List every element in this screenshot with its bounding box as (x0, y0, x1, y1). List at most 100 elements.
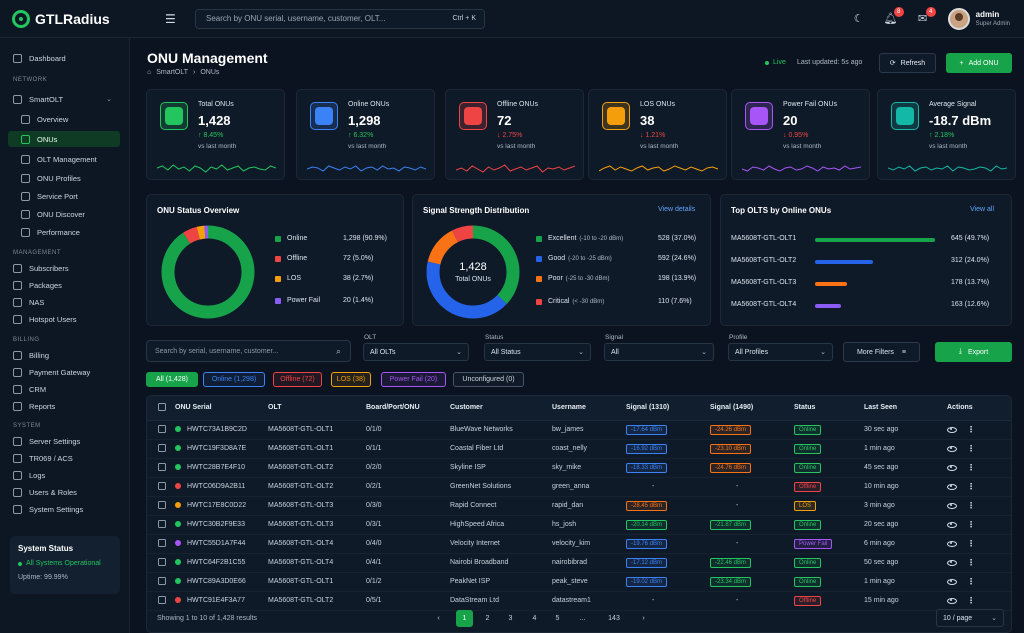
olt-row[interactable]: MA5608T-GTL-OLT4 163 (12.6%) (731, 301, 989, 313)
more-actions-icon[interactable]: ⋮ (967, 520, 975, 529)
olt-row[interactable]: MA5608T-GTL-OLT1 645 (49.7%) (731, 235, 989, 247)
column-header[interactable]: Signal (1490) (710, 396, 794, 421)
view-icon[interactable] (947, 427, 957, 434)
view-icon[interactable] (947, 598, 957, 605)
filter-chip[interactable]: Unconfigured (0) (453, 372, 524, 387)
stat-card[interactable]: Online ONUs 1,298 ↑ 6.32% vs last month (296, 89, 435, 180)
table-row[interactable]: HWTC73A1B9C2D MA5608T-GTL-OLT1 0/1/0 BlueWa… (147, 420, 1011, 440)
bell-icon[interactable]: 🔔︎ 8 (884, 6, 904, 26)
home-icon[interactable]: ⌂ (147, 69, 152, 76)
status-filter-select[interactable]: All Status ⌄ (484, 343, 591, 361)
page-button[interactable]: 5 (555, 615, 560, 622)
prev-page-button[interactable]: ‹ (437, 615, 440, 622)
sidebar-item-dashboard[interactable]: Dashboard (8, 50, 120, 66)
table-row[interactable]: HWTC17E8C0D22 MA5608T-GTL-OLT3 0/3/0 Rapid … (147, 496, 1011, 516)
page-button[interactable]: 1 (456, 610, 473, 627)
row-checkbox[interactable] (158, 462, 166, 471)
onu-serial[interactable]: HWTC73A1B9C2D (187, 426, 247, 433)
sidebar-item-nas[interactable]: NAS (8, 294, 120, 310)
sidebar-item-users-roles[interactable]: Users & Roles (8, 484, 120, 500)
mail-icon[interactable]: ✉ 4 (916, 6, 936, 26)
user-menu[interactable]: admin Super Admin (947, 7, 1010, 30)
sidebar-item-tr069[interactable]: TR069 / ACS (8, 450, 120, 466)
filter-search-input[interactable]: Search by serial, username, customer... ⌕ (146, 340, 351, 362)
page-button[interactable]: 3 (508, 615, 513, 622)
onu-serial[interactable]: HWTC19F3D8A7E (187, 445, 247, 452)
table-row[interactable]: HWTC30B2F9E33 MA5608T-GTL-OLT3 0/3/1 HighSp… (147, 515, 1011, 535)
page-button[interactable]: ... (579, 615, 586, 622)
sidebar-item-system-settings[interactable]: System Settings (8, 501, 120, 517)
olt-row[interactable]: MA5608T-GTL-OLT2 312 (24.0%) (731, 257, 989, 269)
view-details-link[interactable]: View details (658, 206, 696, 213)
breadcrumb-item[interactable]: SmartOLT (156, 69, 188, 76)
refresh-button[interactable]: ⟳ Refresh (879, 53, 936, 73)
stat-card[interactable]: Offline ONUs 72 ↓ 2.75% vs last month (445, 89, 584, 180)
onu-serial[interactable]: HWTC06D9A2B11 (187, 483, 246, 490)
onu-serial[interactable]: HWTC30B2F9E33 (187, 521, 245, 528)
sidebar-item-server-settings[interactable]: Server Settings (8, 433, 120, 449)
sidebar-item-billing[interactable]: Billing (8, 347, 120, 363)
page-button[interactable]: 4 (532, 615, 537, 622)
profile-filter-select[interactable]: All Profiles ⌄ (728, 343, 833, 361)
menu-icon[interactable]: ☰ (165, 11, 176, 26)
more-actions-icon[interactable]: ⋮ (967, 482, 975, 491)
row-checkbox[interactable] (158, 481, 166, 490)
column-header[interactable]: Username (552, 396, 626, 421)
sidebar-item-overview[interactable]: Overview (8, 111, 120, 127)
sidebar-item-packages[interactable]: Packages (8, 277, 120, 293)
per-page-select[interactable]: 10 / page ⌄ (936, 609, 1004, 627)
stat-card[interactable]: Power Fail ONUs 20 ↓ 0.95% vs last month (731, 89, 870, 180)
row-checkbox[interactable] (158, 557, 166, 566)
sidebar-item-payment-gateway[interactable]: Payment Gateway (8, 364, 120, 380)
sidebar-item-onus[interactable]: ONUs (8, 131, 120, 147)
sidebar-item-subscribers[interactable]: Subscribers (8, 260, 120, 276)
more-actions-icon[interactable]: ⋮ (967, 444, 975, 453)
onu-serial[interactable]: HWTC64F2B1C55 (187, 559, 246, 566)
sidebar-item-onu-profiles[interactable]: ONU Profiles (8, 170, 120, 186)
dark-mode-icon[interactable]: ☾ (853, 12, 864, 25)
stat-card[interactable]: Average Signal -18.7 dBm ↑ 2.18% vs last mo… (877, 89, 1016, 180)
export-button[interactable]: ⤓ Export (935, 342, 1012, 362)
filter-chip[interactable]: Online (1,298) (203, 372, 265, 387)
onu-serial[interactable]: HWTC17E8C0D22 (187, 502, 247, 509)
view-icon[interactable] (947, 579, 957, 586)
table-row[interactable]: HWTC91E4F3A77 MA5608T-GTL-OLT2 0/5/1 DataSt… (147, 591, 1011, 611)
more-actions-icon[interactable]: ⋮ (967, 577, 975, 586)
sidebar-item-performance[interactable]: Performance (8, 224, 120, 240)
filter-chip[interactable]: Offline (72) (273, 372, 322, 387)
column-header[interactable]: Customer (450, 396, 552, 421)
filter-chip[interactable]: All (1,428) (146, 372, 198, 387)
more-filters-button[interactable]: More Filters ≡ (843, 342, 920, 362)
sidebar-item-hotspot-users[interactable]: Hotspot Users (8, 311, 120, 327)
table-row[interactable]: HWTC55D1A7F44 MA5608T-GTL-OLT4 0/4/0 Veloci… (147, 534, 1011, 554)
row-checkbox[interactable] (158, 424, 166, 433)
sidebar-item-olt-management[interactable]: OLT Management (8, 151, 120, 167)
onu-serial[interactable]: HWTC28B7E4F10 (187, 464, 245, 471)
more-actions-icon[interactable]: ⋮ (967, 425, 975, 434)
onu-serial[interactable]: HWTC55D1A7F44 (187, 540, 246, 547)
onu-serial[interactable]: HWTC89A3D0E66 (187, 578, 246, 585)
column-header[interactable]: ONU Serial (175, 396, 268, 421)
page-button[interactable]: 143 (608, 615, 620, 622)
sidebar-item-smartolt[interactable]: SmartOLT ⌄ (8, 91, 120, 107)
view-icon[interactable] (947, 465, 957, 472)
signal-filter-select[interactable]: All ⌄ (604, 343, 714, 361)
table-row[interactable]: HWTC19F3D8A7E MA5608T-GTL-OLT1 0/1/1 Coasta… (147, 439, 1011, 459)
table-row[interactable]: HWTC89A3D0E66 MA5608T-GTL-OLT1 0/1/2 PeakNe… (147, 572, 1011, 592)
onu-serial[interactable]: HWTC91E4F3A77 (187, 597, 245, 604)
row-checkbox[interactable] (158, 538, 166, 547)
row-checkbox[interactable] (158, 576, 166, 585)
row-checkbox[interactable] (158, 443, 166, 452)
select-all-checkbox[interactable] (158, 402, 166, 411)
column-header[interactable]: Last Seen (864, 396, 947, 421)
search-input[interactable]: Search by ONU serial, username, customer… (195, 8, 485, 29)
page-button[interactable]: 2 (485, 615, 490, 622)
column-header[interactable]: Board/Port/ONU (366, 396, 450, 421)
view-icon[interactable] (947, 446, 957, 453)
table-row[interactable]: HWTC64F2B1C55 MA5608T-GTL-OLT4 0/4/1 Nairob… (147, 553, 1011, 573)
view-icon[interactable] (947, 560, 957, 567)
sidebar-item-reports[interactable]: Reports (8, 398, 120, 414)
more-actions-icon[interactable]: ⋮ (967, 501, 975, 510)
view-all-link[interactable]: View all (970, 206, 994, 213)
view-icon[interactable] (947, 484, 957, 491)
